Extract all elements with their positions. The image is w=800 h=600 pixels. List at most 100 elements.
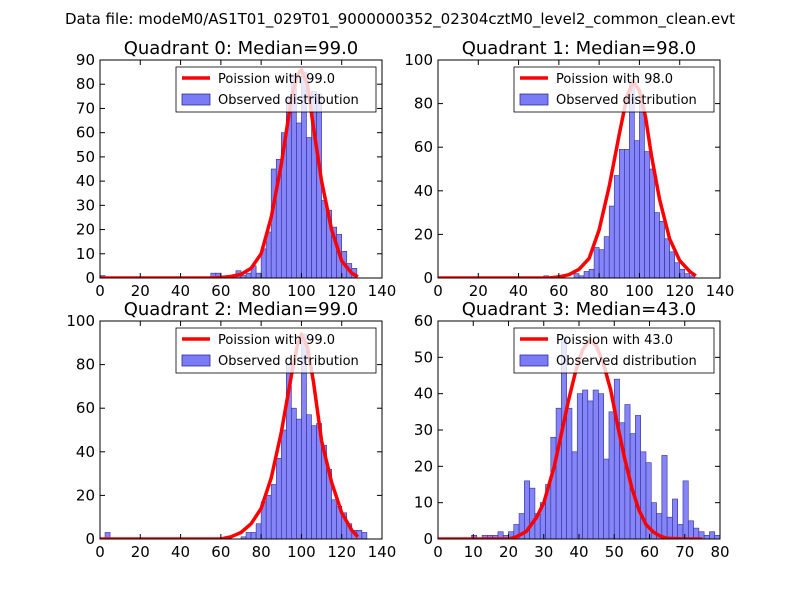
subplot-title: Quadrant 3: Median=43.0 [462, 299, 697, 320]
x-tick-label: 100 [287, 543, 316, 561]
legend-hist-label: Observed distribution [556, 93, 697, 108]
histogram-bar [682, 480, 689, 539]
histogram-bar [588, 268, 595, 278]
histogram-bar [709, 531, 716, 539]
histogram-bar [624, 149, 630, 278]
y-tick-label: 50 [76, 148, 95, 166]
histogram-bar [291, 407, 297, 539]
x-tick-label: 20 [131, 543, 150, 561]
plot-marks [438, 337, 720, 539]
histogram-bar [608, 411, 615, 539]
y-tick-label: 50 [414, 348, 433, 366]
legend-hist-swatch [519, 93, 549, 106]
x-tick-label: 120 [327, 282, 356, 300]
legend-hist-label: Observed distribution [218, 93, 359, 108]
histogram-bar [270, 168, 277, 278]
x-tick-label: 140 [368, 282, 397, 300]
y-tick-label: 90 [76, 51, 95, 69]
legend: Poission with 99.0 Observed distribution [175, 66, 377, 113]
histogram-bar [280, 429, 287, 539]
histogram-bar [608, 205, 615, 278]
y-tick-label: 80 [76, 75, 95, 93]
histogram-bar [582, 389, 589, 539]
x-tick-label: 80 [710, 543, 729, 561]
x-tick-label: 140 [706, 282, 735, 300]
histogram-bar [703, 535, 710, 539]
x-tick-label: 70 [675, 543, 694, 561]
subplot-title: Quadrant 1: Median=98.0 [462, 38, 697, 59]
y-tick-label: 80 [76, 356, 95, 374]
histogram-bar [659, 221, 665, 278]
histogram-bar [573, 273, 580, 278]
histogram-bar [634, 140, 640, 278]
y-tick-label: 40 [76, 443, 95, 461]
histogram-bar [661, 455, 668, 539]
histogram-bar [104, 532, 111, 539]
histogram-bar [674, 262, 681, 278]
histogram-bar [635, 415, 641, 539]
x-tick-label: 40 [171, 543, 190, 561]
subplot-quadrant-2: 0 20 40 60 80 100 120 140 0 20 40 60 80 100 Quadrant 2… [66, 299, 396, 561]
subplot-quadrant-0: 0 20 40 60 80 100 120 140 0 10 20 30 40 50 60 70 80 90 Qua… [76, 38, 396, 300]
histogram-bar [255, 272, 262, 278]
y-tick-label: 60 [414, 312, 433, 330]
y-tick-label: 60 [76, 399, 95, 417]
histogram-bar [361, 532, 368, 539]
figure-title: Data file: modeM0/AS1T01_029T01_90000003… [65, 10, 735, 29]
y-tick-label: 0 [423, 530, 433, 548]
y-tick-label: 20 [76, 221, 95, 239]
histogram-bar [311, 425, 317, 539]
subplot-grid: 0 20 40 60 80 100 120 140 0 10 20 30 40 50 60 70 80 90 Qua… [66, 38, 734, 561]
x-tick-label: 60 [549, 282, 568, 300]
legend-hist-label: Observed distribution [218, 354, 359, 369]
histogram-bar [550, 436, 557, 539]
axes-frame [99, 59, 383, 279]
plot-marks [100, 332, 368, 539]
legend-line-label: Poission with 43.0 [556, 333, 673, 348]
histogram-bar [592, 389, 599, 539]
y-tick-label: 70 [76, 99, 95, 117]
x-tick-label: 80 [590, 282, 609, 300]
legend: Poission with 99.0 Observed distribution [175, 327, 377, 374]
y-tick-label: 60 [76, 124, 95, 142]
legend: Poission with 43.0 Observed distribution [513, 327, 715, 374]
histogram-bar [677, 524, 684, 539]
histogram-bar [571, 451, 578, 539]
x-tick-label: 120 [327, 543, 356, 561]
legend-hist-swatch [181, 354, 211, 367]
x-tick-label: 100 [287, 282, 316, 300]
histogram-bar [593, 247, 600, 278]
y-tick-label: 10 [414, 494, 433, 512]
legend-hist-swatch [181, 93, 211, 106]
histogram-bar [265, 495, 272, 539]
histogram-bar [664, 238, 670, 278]
histogram-bar [603, 236, 610, 278]
subplot-quadrant-1: 0 20 40 60 80 100 120 140 0 20 40 60 80 100 Quadrant 1… [404, 38, 734, 300]
histogram-bar [672, 498, 678, 539]
x-tick-label: 60 [211, 543, 230, 561]
histogram-bar [666, 516, 673, 539]
y-tick-label: 80 [414, 95, 433, 113]
histogram-bar [296, 122, 302, 278]
y-tick-label: 20 [76, 486, 95, 504]
x-tick-label: 10 [464, 543, 483, 561]
x-tick-label: 30 [534, 543, 553, 561]
x-tick-label: 40 [509, 282, 528, 300]
histogram-bar [306, 137, 312, 278]
plot-marks [438, 79, 697, 278]
histogram-bar [639, 103, 645, 278]
y-tick-label: 20 [414, 225, 433, 243]
histogram-bar [644, 151, 650, 278]
x-tick-label: 50 [605, 543, 624, 561]
histogram-bar [654, 212, 660, 278]
histogram-bar [529, 487, 536, 539]
histogram-bar [250, 532, 257, 539]
histogram-bar [275, 458, 282, 539]
histogram-bar [306, 414, 312, 539]
y-tick-label: 40 [414, 385, 433, 403]
x-tick-label: 60 [211, 282, 230, 300]
y-tick-label: 30 [414, 421, 433, 439]
y-tick-label: 100 [66, 312, 95, 330]
subplot-title: Quadrant 0: Median=99.0 [124, 38, 359, 59]
x-tick-label: 0 [95, 543, 105, 561]
